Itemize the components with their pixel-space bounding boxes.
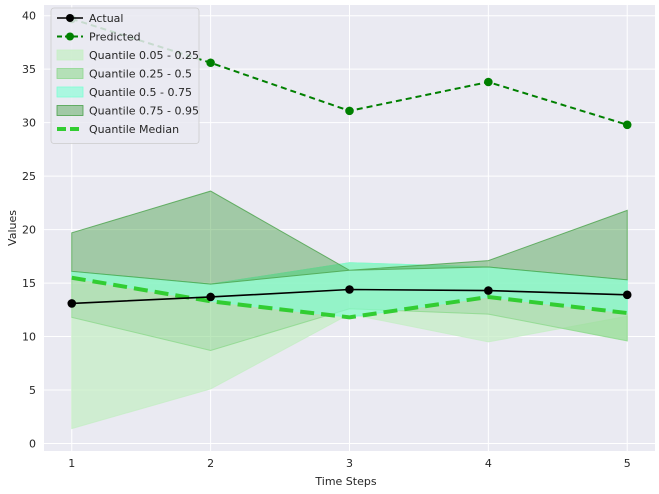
x-tick-label: 1 xyxy=(68,457,75,470)
legend-label: Quantile 0.75 - 0.95 xyxy=(89,105,199,118)
x-axis-label: Time Steps xyxy=(314,475,376,488)
data-point xyxy=(206,58,215,68)
y-tick-label: 5 xyxy=(29,384,36,397)
legend-label: Actual xyxy=(89,12,123,25)
data-point xyxy=(345,106,354,116)
series-lines xyxy=(67,14,632,320)
legend-swatch xyxy=(56,86,84,98)
y-tick-label: 30 xyxy=(22,117,36,130)
data-point xyxy=(484,77,493,87)
data-point xyxy=(622,290,632,300)
legend-label: Quantile Median xyxy=(89,123,179,136)
y-tick-label: 10 xyxy=(22,331,36,344)
y-axis-label: Values xyxy=(6,210,19,246)
y-tick-label: 0 xyxy=(29,438,36,451)
x-tick-label: 2 xyxy=(207,457,214,470)
y-tick-labels: 0 5 10 15 20 25 30 35 40 xyxy=(22,10,36,451)
x-tick-label: 3 xyxy=(346,457,353,470)
legend-label: Quantile 0.25 - 0.5 xyxy=(89,68,192,81)
y-tick-label: 40 xyxy=(22,10,36,23)
median-line xyxy=(71,275,628,320)
legend-swatch xyxy=(56,49,84,61)
y-tick-label: 25 xyxy=(22,170,36,183)
data-point xyxy=(67,299,77,308)
legend-swatch xyxy=(56,68,84,79)
legend-marker xyxy=(66,14,74,22)
data-point xyxy=(345,285,354,294)
legend-label: Quantile 0.05 - 0.25 xyxy=(89,49,199,62)
legend-frame xyxy=(50,7,200,144)
y-tick-label: 35 xyxy=(22,63,36,76)
data-point xyxy=(622,120,632,130)
data-point xyxy=(484,286,493,295)
y-tick-label: 15 xyxy=(22,277,36,290)
legend-swatch xyxy=(56,105,84,116)
legend-marker xyxy=(66,32,74,41)
data-point xyxy=(206,292,215,302)
legend-label: Quantile 0.5 - 0.75 xyxy=(89,86,192,99)
legend: Actual Predicted Quantile 0.05 - 0.25 Quant… xyxy=(50,7,200,144)
legend-label: Predicted xyxy=(89,31,141,44)
y-tick-label: 20 xyxy=(22,224,36,237)
x-tick-labels: 1 2 3 4 5 xyxy=(68,457,630,470)
quantile-band xyxy=(71,190,628,285)
x-tick-label: 4 xyxy=(485,457,492,470)
x-tick-label: 5 xyxy=(624,457,631,470)
